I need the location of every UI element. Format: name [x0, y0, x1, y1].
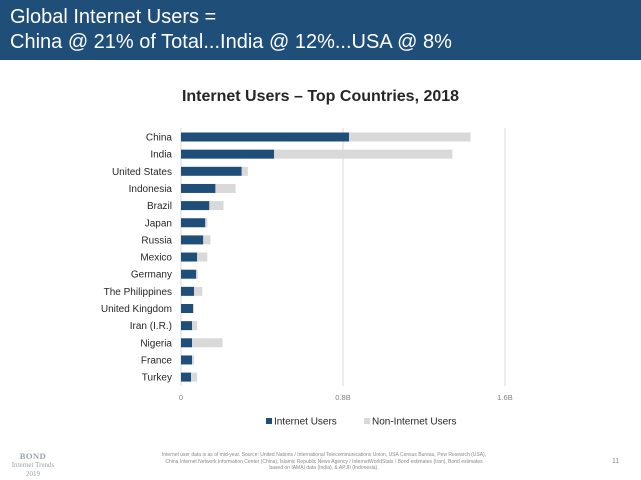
bar-internet-users — [181, 201, 210, 211]
bar-internet-users — [181, 149, 275, 159]
bar-non-internet-users — [192, 338, 223, 348]
bar-non-internet-users — [215, 183, 236, 193]
bar-internet-users — [181, 372, 192, 382]
headline-line-2: China @ 21% of Total...India @ 12%...USA… — [10, 31, 452, 53]
bar-internet-users — [181, 166, 242, 176]
bar-internet-users — [181, 132, 350, 142]
logo-line-1: BOND — [19, 451, 47, 461]
legend-swatch-internet-users — [266, 418, 272, 424]
bar-internet-users — [181, 252, 198, 262]
logo-line-3: 2019 — [26, 470, 40, 478]
category-label: Germany — [131, 270, 172, 281]
category-label: Russia — [141, 235, 172, 246]
bar-internet-users — [181, 355, 193, 365]
bar-non-internet-users — [203, 235, 211, 245]
category-label: Indonesia — [129, 184, 173, 195]
bar-internet-users — [181, 304, 194, 313]
category-label: United Kingdom — [101, 304, 172, 315]
bar-non-internet-users — [194, 286, 203, 296]
bar-non-internet-users — [196, 269, 198, 279]
x-tick-label: 0.8B — [335, 393, 350, 402]
category-label: France — [141, 355, 173, 366]
category-label: Nigeria — [140, 338, 172, 349]
bar-internet-users — [181, 338, 193, 348]
bar-internet-users — [181, 321, 193, 331]
category-label: Iran (I.R.) — [130, 321, 172, 332]
bar-non-internet-users — [192, 355, 195, 365]
header-band — [0, 0, 641, 60]
chart-title: Internet Users – Top Countries, 2018 — [181, 88, 460, 105]
category-label: The Philippines — [104, 287, 172, 298]
bar-internet-users — [181, 183, 216, 193]
category-label: Turkey — [142, 373, 172, 384]
page-number: 11 — [612, 458, 620, 465]
bar-non-internet-users — [193, 304, 195, 313]
logo-line-2: Internet Trends — [11, 461, 55, 469]
bar-non-internet-users — [241, 166, 248, 176]
bond-logo: BOND Internet Trends 2019 — [6, 452, 60, 479]
bar-non-internet-users — [349, 132, 471, 142]
bar-non-internet-users — [197, 252, 208, 262]
bar-non-internet-users — [274, 149, 453, 159]
bar-non-internet-users — [209, 201, 224, 211]
headline-line-1: Global Internet Users = — [10, 6, 217, 28]
category-label: Japan — [145, 218, 172, 229]
legend-label: Internet Users — [274, 417, 337, 428]
bar-non-internet-users — [205, 218, 208, 228]
bar-non-internet-users — [191, 372, 198, 382]
legend-swatch-non-internet-users — [364, 418, 370, 424]
category-label: Mexico — [140, 253, 172, 264]
bar-internet-users — [181, 218, 206, 228]
category-label: India — [150, 150, 172, 161]
category-label: United States — [112, 167, 172, 178]
x-tick-label: 0 — [179, 393, 183, 402]
category-label: Brazil — [147, 201, 172, 212]
bar-non-internet-users — [192, 321, 198, 331]
category-label: China — [146, 133, 173, 144]
bar-internet-users — [181, 286, 195, 296]
bar-internet-users — [181, 235, 204, 245]
legend-label: Non-Internet Users — [372, 417, 456, 428]
x-tick-label: 1.6B — [497, 393, 512, 402]
bar-internet-users — [181, 269, 197, 279]
source-footnote: Internet user data is as of mid-year. So… — [161, 452, 487, 471]
